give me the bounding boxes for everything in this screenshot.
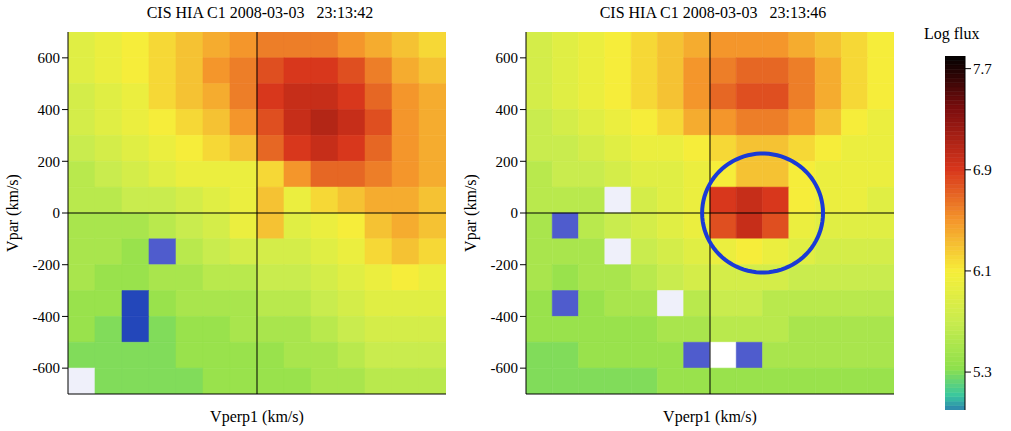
svg-text:400: 400 xyxy=(38,102,61,118)
svg-text:600: 600 xyxy=(496,50,519,66)
html-text:CIS HIA C1 2008-03-03 23:13:42: CIS HIA C1 2008-03-03 23:13:42 xyxy=(146,4,374,21)
svg-text:0: 0 xyxy=(511,205,519,221)
svg-text:7.7: 7.7 xyxy=(973,61,992,77)
svg-text:Vpar (km/s): Vpar (km/s) xyxy=(462,174,480,252)
svg-text:-600: -600 xyxy=(491,360,519,376)
svg-text:6.1: 6.1 xyxy=(973,263,992,279)
html-text:CIS HIA C1 2008-03-03 23:13:46: CIS HIA C1 2008-03-03 23:13:46 xyxy=(599,4,827,21)
svg-text:0: 0 xyxy=(53,205,61,221)
svg-text:Vperp1 (km/s): Vperp1 (km/s) xyxy=(663,408,757,426)
svg-text:Vperp1 (km/s): Vperp1 (km/s) xyxy=(210,408,304,426)
svg-text:6.9: 6.9 xyxy=(973,162,992,178)
svg-text:-400: -400 xyxy=(33,309,61,325)
svg-text:200: 200 xyxy=(496,154,519,170)
svg-text:-200: -200 xyxy=(33,257,61,273)
svg-text:-400: -400 xyxy=(491,309,519,325)
svg-text:-600: -600 xyxy=(33,360,61,376)
svg-text:600: 600 xyxy=(38,50,61,66)
svg-text:-200: -200 xyxy=(491,257,519,273)
svg-text:400: 400 xyxy=(496,102,519,118)
html-text:Log flux: Log flux xyxy=(924,25,980,42)
svg-text:Vpar (km/s): Vpar (km/s) xyxy=(4,174,22,252)
svg-text:5.3: 5.3 xyxy=(973,364,992,380)
svg-text:200: 200 xyxy=(38,154,61,170)
